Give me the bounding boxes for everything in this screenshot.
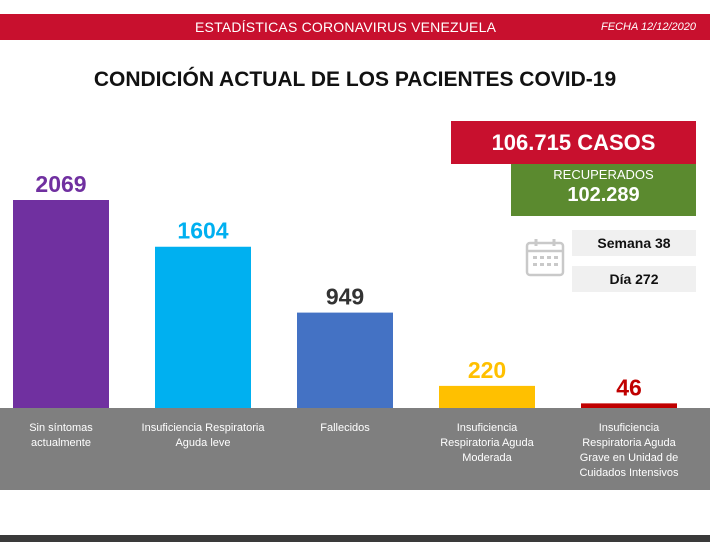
header-banner: ESTADÍSTICAS CORONAVIRUS VENEZUELA FECHA… xyxy=(0,14,710,40)
recovered-value: 102.289 xyxy=(567,184,640,206)
value-label-5: 46 xyxy=(616,374,642,400)
bar-1 xyxy=(13,200,109,408)
week-box: Semana 38 xyxy=(572,230,696,256)
bottom-divider xyxy=(0,535,710,542)
bar-3 xyxy=(297,312,393,408)
day-box: Día 272 xyxy=(572,266,696,292)
calendar-icon xyxy=(525,239,565,277)
value-label-2: 1604 xyxy=(177,218,228,244)
bar-5 xyxy=(581,403,677,408)
category-band xyxy=(0,408,710,490)
category-label-5: Insuficiencia Respiratoria Aguda Grave en … xyxy=(579,422,679,479)
value-label-1: 2069 xyxy=(35,171,86,197)
category-label-3: Fallecidos xyxy=(320,422,370,434)
value-label-3: 949 xyxy=(326,284,364,310)
banner-title: ESTADÍSTICAS CORONAVIRUS VENEZUELA xyxy=(195,19,497,35)
total-cases-badge: 106.715 CASOS xyxy=(451,121,696,164)
bar-4 xyxy=(439,385,535,408)
category-label-4: Insuficiencia Respiratoria Aguda Moderada xyxy=(440,422,534,464)
recovered-badge: RECUPERADOS 102.289 xyxy=(511,164,696,216)
recovered-label: RECUPERADOS xyxy=(553,167,654,182)
category-label-2: Insuficiencia Respiratoria Aguda leve xyxy=(142,422,266,449)
value-label-4: 220 xyxy=(468,357,506,383)
chart-title: CONDICIÓN ACTUAL DE LOS PACIENTES COVID-… xyxy=(93,68,617,91)
category-label-1: Sin síntomas actualmente xyxy=(29,422,93,449)
bar-2 xyxy=(155,246,251,408)
report-date: FECHA 12/12/2020 xyxy=(601,21,696,33)
